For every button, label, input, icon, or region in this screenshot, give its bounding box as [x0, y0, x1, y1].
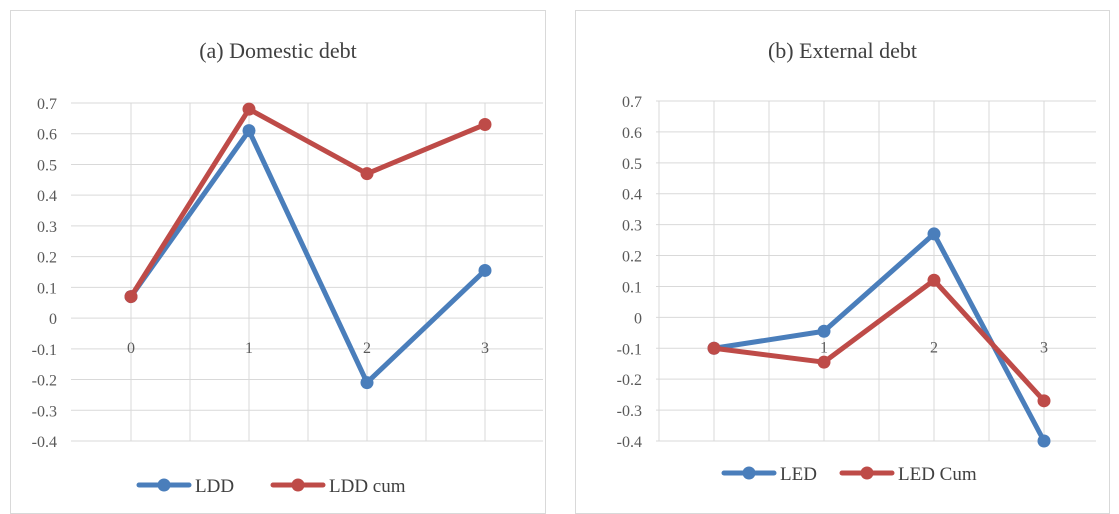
series-line-ldd: [128, 128, 488, 386]
data-point-led: [817, 324, 831, 338]
y-tick-label: -0.1: [32, 342, 57, 359]
y-tick-label: -0.1: [617, 341, 642, 358]
y-tick-label: 0.5: [37, 157, 57, 174]
data-point-ldd-cum: [360, 167, 374, 181]
chart-title: (b) External debt: [768, 38, 917, 63]
x-tick-label: 1: [820, 339, 828, 356]
chart-domestic-debt: (a) Domestic debt 0.7 0.6 0.5 0.4 0.3 0.2 0.1 0 -…: [32, 38, 543, 497]
data-point-led-cum: [817, 355, 831, 369]
x-tick-label: 1: [245, 340, 253, 357]
y-tick-label: 0.6: [37, 127, 57, 144]
y-tick-label: 0: [634, 310, 642, 327]
y-tick-label: 0.2: [37, 250, 57, 267]
chart-panel-domestic-debt: (a) Domestic debt 0.7 0.6 0.5 0.4 0.3 0.2 0.1 0 -…: [10, 10, 546, 514]
legend-marker-led: [742, 466, 756, 480]
data-point-led-cum: [707, 341, 721, 355]
y-tick-label: 0.1: [622, 279, 642, 296]
y-tick-label: 0.3: [622, 218, 642, 235]
legend-label-led: LED: [780, 464, 817, 485]
legend-marker-led-cum: [860, 466, 874, 480]
x-tick-label: 3: [1040, 339, 1048, 356]
y-tick-label: 0.4: [37, 188, 57, 205]
y-tick-label: -0.3: [32, 403, 57, 420]
y-tick-label: -0.2: [32, 373, 57, 390]
data-point-ldd: [242, 124, 256, 138]
x-tick-label: 3: [481, 340, 489, 357]
data-point-ldd: [478, 263, 492, 277]
y-tick-label: -0.3: [617, 403, 642, 420]
legend-marker-ldd-cum: [291, 478, 305, 492]
data-point-led-cum: [1037, 394, 1051, 408]
data-point-led-cum: [927, 273, 941, 287]
legend-label-ldd: LDD: [195, 476, 234, 497]
data-point-ldd-cum: [124, 290, 138, 304]
y-tick-label: -0.4: [32, 434, 57, 451]
chart-title: (a) Domestic debt: [199, 38, 357, 63]
series-line-ldd-cum: [128, 106, 488, 300]
y-tick-label: 0.7: [622, 94, 642, 111]
data-point-led: [1037, 434, 1051, 448]
legend-label-ldd-cum: LDD cum: [329, 476, 406, 497]
legend-label-led-cum: LED Cum: [898, 464, 977, 485]
data-point-led: [927, 227, 941, 241]
y-tick-label: 0.6: [622, 125, 642, 142]
y-tick-label: 0: [49, 311, 57, 328]
data-point-ldd-cum: [242, 102, 256, 116]
legend-marker-ldd: [157, 478, 171, 492]
y-tick-label: 0.4: [622, 187, 642, 204]
y-tick-label: 0.5: [622, 156, 642, 173]
y-tick-label: 0.2: [622, 249, 642, 266]
chart-panel-external-debt: (b) External debt 0.7 0.6 0.5 0.4 0.3 0.2 0.1 0 -…: [575, 10, 1110, 514]
y-tick-label: 0.1: [37, 280, 57, 297]
y-tick-label: 0.3: [37, 219, 57, 236]
y-tick-label: -0.2: [617, 372, 642, 389]
data-point-ldd-cum: [478, 118, 492, 132]
chart-external-debt: (b) External debt 0.7 0.6 0.5 0.4 0.3 0.2 0.1 0 -…: [617, 38, 1096, 485]
x-tick-label: 2: [363, 340, 371, 357]
y-tick-label: -0.4: [617, 434, 642, 451]
y-tick-label: 0.7: [37, 96, 57, 113]
x-tick-label: 0: [127, 340, 135, 357]
series-line-led-cum: [711, 277, 1047, 404]
data-point-ldd: [360, 376, 374, 390]
x-tick-label: 2: [930, 339, 938, 356]
